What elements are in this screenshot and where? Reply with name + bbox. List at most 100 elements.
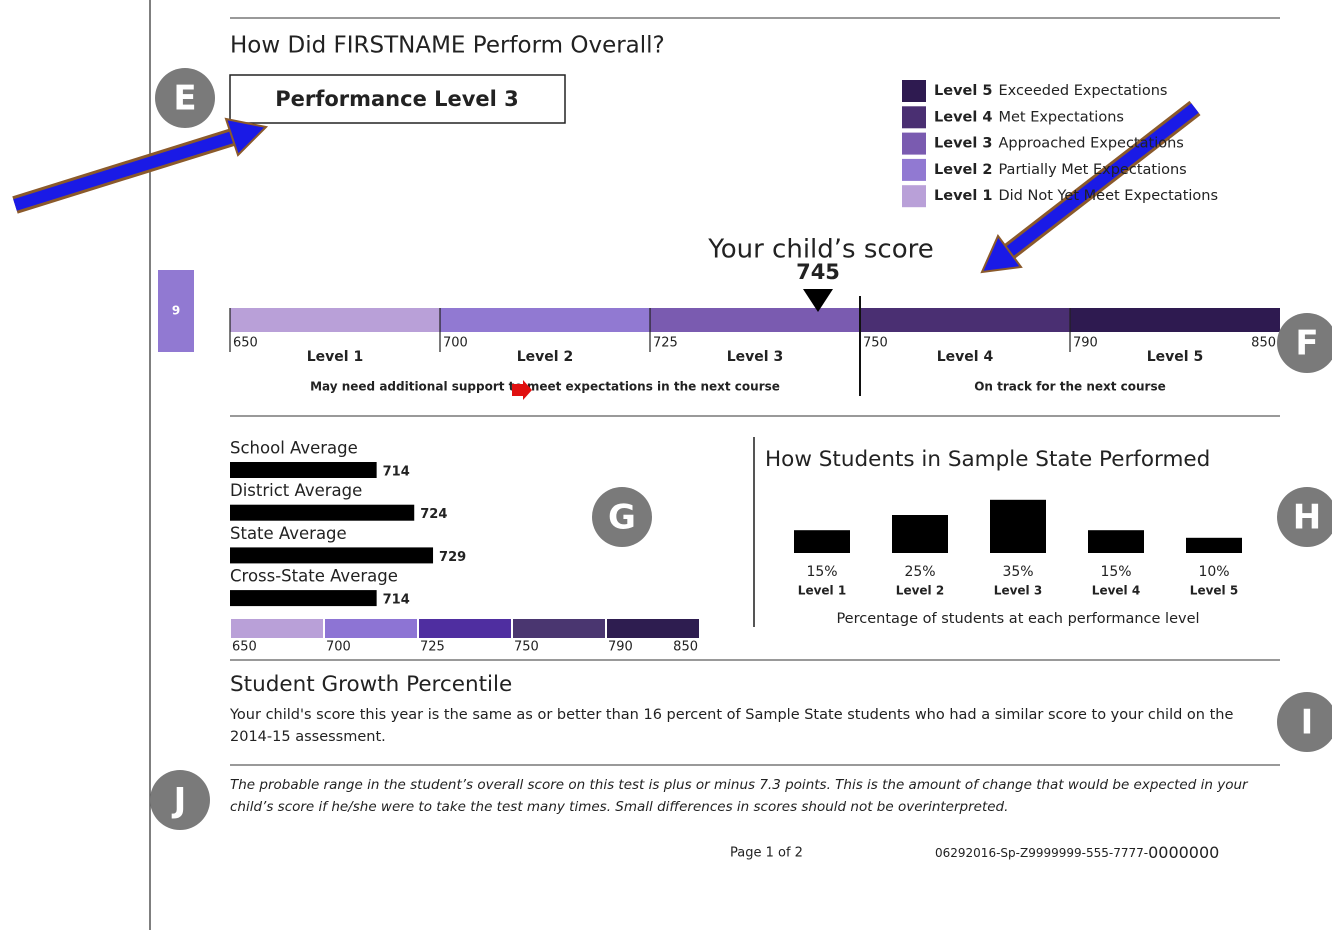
average-bar: [230, 462, 377, 478]
title: How Did FIRSTNAME Perform Overall?: [230, 33, 665, 59]
legend-level: Level 3: [934, 136, 992, 152]
performance-level: Performance Level 3: [275, 87, 519, 111]
level-name: Level 3: [727, 349, 783, 365]
bar-category: Level 5: [1190, 584, 1238, 598]
badge: [1277, 692, 1332, 752]
arrow: [980, 100, 1201, 274]
average-value: 729: [439, 550, 466, 565]
bar: [1088, 530, 1144, 553]
average-value: 724: [420, 507, 447, 522]
legend-entry: Level 2 Partially Met Expectations: [934, 162, 1187, 178]
score-marker: [803, 289, 833, 312]
badge-letter: I: [1301, 703, 1314, 743]
legend-text: Partially Met Expectations: [998, 162, 1186, 178]
bar-category: Level 2: [896, 584, 944, 598]
legend-text: Exceeded Expectations: [998, 83, 1167, 99]
state-chart-caption: Percentage of students at each performan…: [836, 611, 1199, 627]
legend-swatch: [902, 158, 926, 181]
level-band: [860, 308, 1070, 332]
support-text: On track for the next course: [974, 380, 1166, 394]
scale-band: [607, 619, 699, 638]
side-tab-label: 9: [172, 304, 180, 318]
growth-text: Your child's score this year is the same…: [230, 707, 1234, 745]
average-value: 714: [383, 593, 410, 608]
tick-label: 790: [1073, 336, 1098, 351]
tick-label: 700: [443, 336, 468, 351]
bar: [1186, 537, 1242, 553]
level-name: Level 2: [517, 349, 573, 365]
note: The probable range in the student’s over…: [230, 777, 1248, 815]
legend-level: Level 2: [934, 162, 992, 178]
scale-band: [419, 619, 511, 638]
legend-entry: Level 5 Exceeded Expectations: [934, 83, 1167, 99]
tick-label: 725: [653, 336, 678, 351]
tick-label: 700: [326, 640, 351, 655]
legend-swatch: [902, 185, 926, 208]
tick-label: 850: [1251, 336, 1276, 351]
score-label: Your child’s score: [707, 235, 933, 265]
legend-entry: Level 1 Did Not Yet Meet Expectations: [934, 188, 1218, 204]
level-band: [650, 308, 860, 332]
support-text: May need additional support to meet expe…: [310, 380, 780, 394]
bar-value-label: 10%: [1198, 564, 1229, 580]
bar-value-label: 15%: [1100, 564, 1131, 580]
average-label: Cross-State Average: [230, 567, 398, 586]
level-band: [230, 308, 440, 332]
tick-label: 850: [673, 640, 698, 655]
legend-entry: Level 3 Approached Expectations: [934, 136, 1184, 152]
legend-swatch: [902, 106, 926, 129]
legend-swatch: [902, 132, 926, 155]
report-id-main: 06292016-Sp-Z9999999-555-7777-: [935, 846, 1148, 860]
badge: [1277, 313, 1332, 373]
badge-letter: G: [608, 498, 636, 538]
report-id-suffix: 0000000: [1148, 843, 1219, 862]
tick-label: 750: [514, 640, 539, 655]
average-label: School Average: [230, 439, 358, 458]
badge-letter: E: [173, 79, 196, 119]
bar-value-label: 35%: [1002, 564, 1033, 580]
average-bar: [230, 547, 434, 564]
arrow: [12, 117, 269, 214]
growth-title: Student Growth Percentile: [230, 672, 512, 697]
average-value: 714: [383, 465, 410, 480]
tick-label: 790: [608, 640, 633, 655]
badge-letter: J: [172, 781, 187, 821]
legend-level: Level 1: [934, 188, 992, 204]
legend-level: Level 5: [934, 83, 992, 99]
legend-entry: Level 4 Met Expectations: [934, 109, 1124, 125]
average-bar: [230, 504, 415, 521]
red-arrow: [512, 380, 532, 400]
tick-label: 725: [420, 640, 445, 655]
legend-text: Did Not Yet Meet Expectations: [998, 188, 1218, 204]
average-bar: [230, 590, 377, 607]
score-value: 745: [796, 260, 840, 284]
level-band: [1070, 308, 1280, 332]
bar-category: Level 3: [994, 584, 1042, 598]
legend-swatch: [902, 80, 926, 102]
bar-category: Level 4: [1092, 584, 1140, 598]
legend-text: Approached Expectations: [998, 136, 1183, 152]
badge: [1277, 487, 1332, 547]
badge-letter: F: [1295, 324, 1318, 364]
average-label: District Average: [230, 481, 362, 500]
tick-label: 750: [863, 336, 888, 351]
bar-value-label: 15%: [806, 564, 837, 580]
level-band: [440, 308, 650, 332]
side-tab: [158, 270, 194, 352]
scale-band: [325, 619, 417, 638]
badge: [155, 68, 215, 128]
scale-band: [231, 619, 323, 638]
badge-letter: H: [1293, 498, 1321, 538]
legend-text: Met Expectations: [998, 109, 1123, 125]
bar: [990, 499, 1046, 553]
bar: [794, 530, 850, 553]
badge: [150, 770, 210, 830]
page-number: Page 1 of 2: [730, 846, 803, 861]
bar: [892, 515, 948, 553]
badge: [592, 487, 652, 547]
level-name: Level 4: [937, 349, 994, 365]
level-name: Level 1: [307, 349, 363, 365]
legend-level: Level 4: [934, 109, 992, 125]
